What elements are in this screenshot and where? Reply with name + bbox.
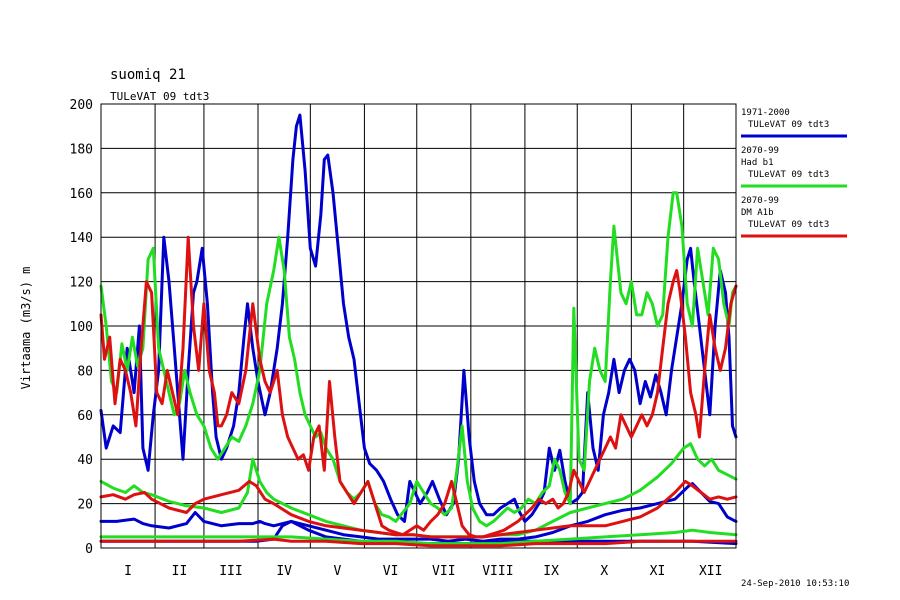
- timestamp: 24-Sep-2010 10:53:10: [741, 579, 849, 589]
- y-tick-label: 140: [70, 231, 93, 246]
- series-line: [99, 191, 738, 528]
- x-tick-label: IV: [276, 564, 292, 579]
- y-tick-label: 200: [70, 98, 93, 113]
- y-tick-label: 60: [77, 409, 93, 424]
- chart-subtitle: TULeVAT 09 tdt3: [110, 90, 209, 103]
- legend-text: TULeVAT 09 tdt3: [748, 220, 829, 230]
- legend: 1971-2000 TULeVAT 09 tdt3 2070-99 Had b1 TUL…: [741, 108, 847, 238]
- series-line: [99, 113, 738, 523]
- series-line: [99, 528, 738, 546]
- x-tick-label: VII: [432, 564, 455, 579]
- x-tick-label: X: [600, 564, 608, 579]
- y-tick-label: 20: [77, 498, 93, 513]
- series-layer: [99, 113, 738, 548]
- x-tick-label: XII: [699, 564, 722, 579]
- x-tick-label: IX: [543, 564, 559, 579]
- x-tick-label: V: [333, 564, 341, 579]
- legend-text: 2070-99: [741, 146, 779, 156]
- legend-text: TULeVAT 09 tdt3: [748, 120, 829, 130]
- y-tick-label: 120: [70, 276, 93, 291]
- legend-text: DM A1b: [741, 208, 774, 218]
- series-line: [99, 482, 738, 543]
- series-line: [99, 442, 738, 539]
- y-tick-labels: 0 20 40 60 80 100 120 140 160 180 200: [70, 98, 93, 557]
- legend-text: Had b1: [741, 158, 774, 168]
- y-axis-label: Virtaama (m3/s) m: [19, 267, 33, 390]
- y-tick-label: 0: [85, 542, 93, 557]
- series-line: [99, 537, 738, 548]
- x-tick-label: VI: [383, 564, 399, 579]
- grid-lines: [101, 104, 736, 548]
- series-line: [99, 479, 738, 539]
- x-tick-label: III: [219, 564, 242, 579]
- y-tick-label: 80: [77, 364, 93, 379]
- y-tick-label: 100: [70, 320, 93, 335]
- y-tick-label: 160: [70, 187, 93, 202]
- y-tick-label: 40: [77, 453, 93, 468]
- chart-title: suomiq 21: [110, 67, 186, 83]
- legend-text: 1971-2000: [741, 108, 790, 118]
- x-tick-label: I: [124, 564, 132, 579]
- legend-text: 2070-99: [741, 196, 779, 206]
- x-tick-label: XI: [650, 564, 666, 579]
- y-tick-label: 180: [70, 142, 93, 157]
- x-tick-label: VIII: [482, 564, 513, 579]
- series-line: [99, 235, 738, 539]
- legend-text: TULeVAT 09 tdt3: [748, 170, 829, 180]
- x-tick-labels: I II III IV V VI VII VIII IX X XI XII: [124, 564, 722, 579]
- x-tick-label: II: [172, 564, 188, 579]
- plot-frame: [100, 103, 737, 549]
